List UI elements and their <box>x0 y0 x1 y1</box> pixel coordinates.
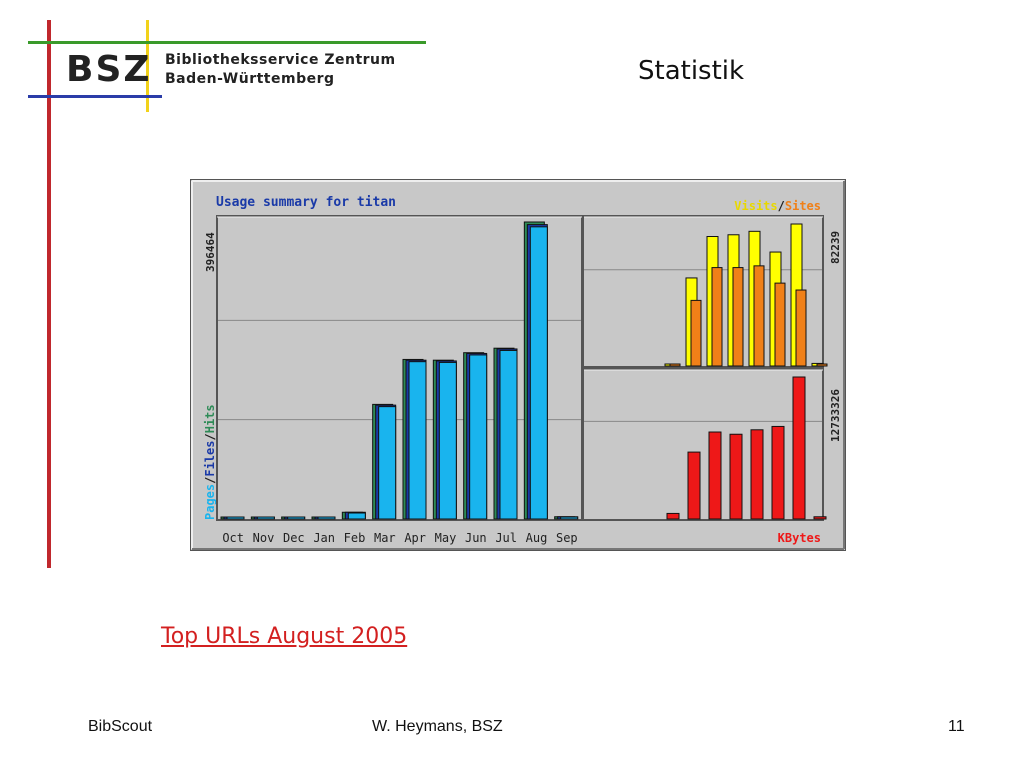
bar-sites-0 <box>669 363 681 367</box>
visits-plot-frame <box>582 215 824 368</box>
bar-pages-jul <box>499 349 518 520</box>
legend-sites: Sites <box>785 199 821 213</box>
bar-pages-feb <box>347 512 366 520</box>
month-label-mar: Mar <box>374 531 396 545</box>
bar-pages-dec <box>287 516 306 520</box>
visits-plot <box>584 223 828 367</box>
month-label-aug: Aug <box>526 531 548 545</box>
month-labels: Oct Nov Dec Jan Feb Mar Apr May Jun Jul Aug Sep <box>222 531 577 545</box>
bar-sites-2 <box>711 267 723 367</box>
month-label-oct: Oct <box>222 531 244 545</box>
bar-pages-oct <box>226 516 245 520</box>
bar-kbytes-3 <box>729 433 743 520</box>
bar-pages-apr <box>408 361 427 520</box>
month-label-dec: Dec <box>283 531 305 545</box>
bar-kbytes-5 <box>771 425 785 520</box>
kbytes-ymax-label: 12733326 <box>829 389 842 442</box>
month-label-may: May <box>435 531 457 545</box>
logo-blue-line <box>28 95 162 98</box>
bar-sites-7 <box>816 363 828 367</box>
main-ymax-label: 396464 <box>204 232 217 272</box>
legend-visits: Visits <box>734 199 777 213</box>
month-label-sep: Sep <box>556 531 578 545</box>
logo-red-line <box>47 20 51 568</box>
month-label-feb: Feb <box>344 531 366 545</box>
month-label-apr: Apr <box>404 531 426 545</box>
legend-kbytes: KBytes <box>778 531 821 545</box>
bar-pages-sep <box>560 516 579 520</box>
month-label-jun: Jun <box>465 531 487 545</box>
slide-title: Statistik <box>638 56 745 86</box>
footer-left: BibScout <box>88 718 153 735</box>
bar-sites-6 <box>795 289 807 367</box>
logo-abbr: BSZ <box>66 49 152 90</box>
bar-sites-4 <box>753 265 765 367</box>
footer-center: W. Heymans, BSZ <box>372 718 503 735</box>
bar-kbytes-4 <box>750 429 764 520</box>
bar-sites-5 <box>774 282 786 367</box>
bar-pages-mar <box>378 406 397 520</box>
visits-ymax-label: 82239 <box>829 231 842 264</box>
legend-slash: / <box>778 199 785 213</box>
usage-chart: Usage summary for titan Visits/Sites 396… <box>191 180 845 550</box>
bar-pages-nov <box>256 516 275 520</box>
logo-green-line <box>28 41 426 44</box>
month-label-jan: Jan <box>313 531 335 545</box>
bar-kbytes-7 <box>813 516 827 520</box>
bar-pages-jan <box>317 516 336 520</box>
bar-kbytes-1 <box>687 451 701 520</box>
legend-hits: Hits <box>203 404 217 433</box>
bar-pages-may <box>438 361 457 520</box>
month-label-jul: Jul <box>495 531 517 545</box>
usage-chart-panel: Usage summary for titan Visits/Sites 396… <box>190 179 846 551</box>
logo-yellow-line <box>146 20 149 112</box>
bar-sites-1 <box>690 299 702 367</box>
bar-kbytes-0 <box>666 512 680 520</box>
footer-page-number: 11 <box>948 718 965 735</box>
legend-pages: Pages <box>203 484 217 520</box>
bar-sites-3 <box>732 267 744 367</box>
kbytes-plot-frame <box>582 368 824 521</box>
pages-files-hits-legend: Pages/Files/Hits <box>203 404 217 520</box>
logo-org-line2: Baden-Württemberg <box>165 71 335 87</box>
bar-kbytes-6 <box>792 376 806 520</box>
bar-pages-jun <box>469 354 488 520</box>
month-label-nov: Nov <box>253 531 275 545</box>
logo-org-line1: Bibliotheksservice Zentrum <box>165 52 396 68</box>
visits-sites-legend: Visits/Sites <box>734 199 821 213</box>
legend-slash-1: / <box>203 477 217 484</box>
chart-title: Usage summary for titan <box>216 195 396 210</box>
legend-slash-2: / <box>203 433 217 440</box>
bar-pages-aug <box>529 226 548 520</box>
legend-files: Files <box>203 441 217 477</box>
kbytes-plot <box>584 376 827 520</box>
main-plot <box>218 221 581 520</box>
bar-kbytes-2 <box>708 431 722 520</box>
top-urls-link[interactable]: Top URLs August 2005 <box>161 624 408 649</box>
